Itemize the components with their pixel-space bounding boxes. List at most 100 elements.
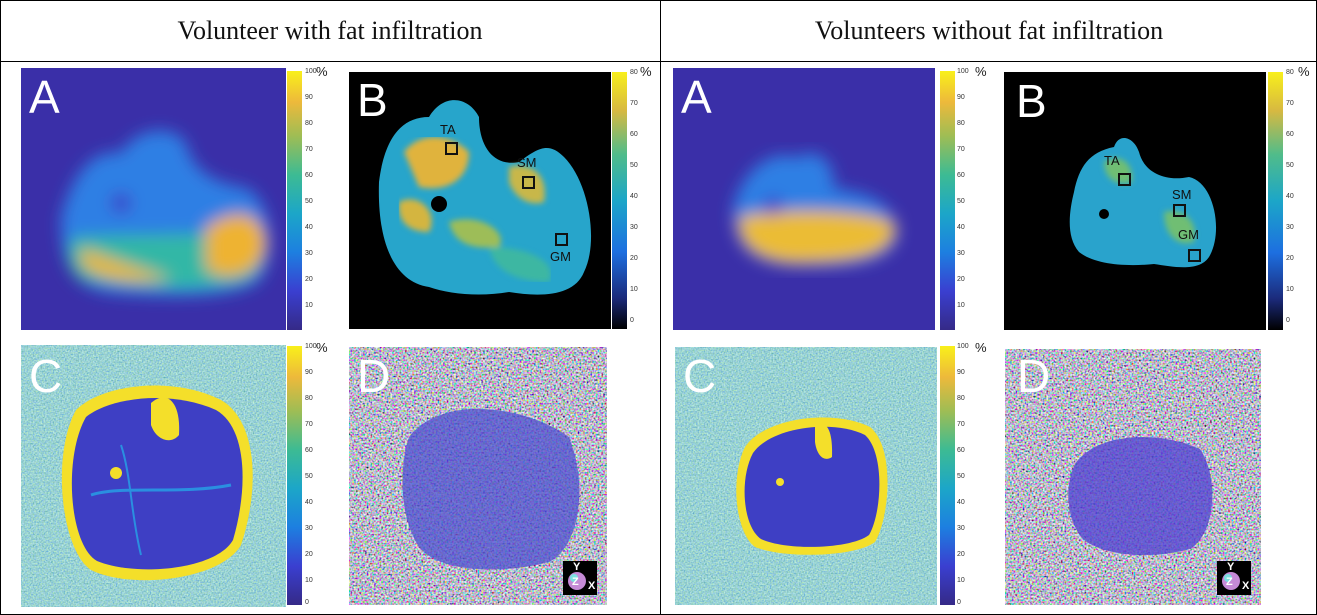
tick: 80 xyxy=(305,120,313,127)
tick: 70 xyxy=(957,146,965,153)
tick: 10 xyxy=(305,302,313,309)
tick: 10 xyxy=(957,302,965,309)
tick: 40 xyxy=(957,499,965,506)
right-b-colorbar xyxy=(1268,72,1283,330)
tick: 40 xyxy=(1286,193,1294,200)
roi-label-ta: TA xyxy=(440,122,456,137)
tick: 50 xyxy=(305,198,313,205)
tick: 20 xyxy=(305,551,313,558)
tick: 30 xyxy=(957,250,965,257)
tick: 60 xyxy=(305,447,313,454)
tick: 0 xyxy=(957,599,961,606)
orientation-axis-icon-right: Y Z X xyxy=(1217,561,1251,595)
roi-ta-right xyxy=(1118,173,1131,186)
tick: 50 xyxy=(1286,162,1294,169)
tick: 40 xyxy=(305,224,313,231)
tick: 50 xyxy=(630,162,638,169)
panel-letter-a-right: A xyxy=(681,71,712,123)
left-panel-c-water-fat-map: C xyxy=(21,345,286,607)
tick: 70 xyxy=(305,421,313,428)
axis-label-z-right: Z xyxy=(1226,576,1233,588)
axis-label-x-right: X xyxy=(1242,580,1250,592)
left-b-unit: % xyxy=(640,64,652,79)
roi-sm-right xyxy=(1173,204,1186,217)
tick: 80 xyxy=(630,69,638,76)
tick: 30 xyxy=(305,250,313,257)
tick: 70 xyxy=(957,421,965,428)
right-b-unit: % xyxy=(1298,64,1310,79)
tick: 100 xyxy=(957,68,969,75)
tick: 20 xyxy=(957,276,965,283)
panel-letter-b: B xyxy=(357,74,388,126)
tick: 60 xyxy=(630,131,638,138)
panel-letter-b-right: B xyxy=(1016,75,1047,127)
column-divider xyxy=(660,0,661,615)
tick: 10 xyxy=(305,577,313,584)
right-panel-c-water-fat-map: C xyxy=(675,347,937,605)
tick: 80 xyxy=(957,395,965,402)
axis-label-y: Y xyxy=(573,561,581,573)
tick: 30 xyxy=(1286,224,1294,231)
tick: 80 xyxy=(957,120,965,127)
right-panel-d-direction-map: D Y Z X xyxy=(1005,349,1261,605)
roi-label-ta-right: TA xyxy=(1104,153,1120,168)
left-panel-a-fat-map: A xyxy=(21,68,286,330)
tick: 0 xyxy=(1286,317,1290,324)
tick: 0 xyxy=(630,317,634,324)
panel-letter-c: C xyxy=(29,350,63,402)
tick: 100 xyxy=(305,343,317,350)
roi-gm xyxy=(555,233,568,246)
tick: 10 xyxy=(1286,286,1294,293)
tick: 100 xyxy=(957,343,969,350)
tick: 10 xyxy=(630,286,638,293)
left-c-unit: % xyxy=(316,340,328,355)
roi-label-gm-right: GM xyxy=(1178,227,1199,242)
axis-label-y-right: Y xyxy=(1227,561,1235,573)
roi-sm xyxy=(522,176,535,189)
tick: 20 xyxy=(957,551,965,558)
tick: 90 xyxy=(957,369,965,376)
tick: 50 xyxy=(957,198,965,205)
axis-label-x: X xyxy=(588,580,596,592)
tick: 40 xyxy=(305,499,313,506)
left-title: Volunteer with fat infiltration xyxy=(0,0,660,62)
tick: 100 xyxy=(305,68,317,75)
roi-gm-right xyxy=(1188,249,1201,262)
roi-label-gm: GM xyxy=(550,249,571,264)
panel-letter-d-right: D xyxy=(1017,350,1051,402)
panel-letter-c-right: C xyxy=(683,350,717,402)
right-a-colorbar xyxy=(940,71,955,330)
right-panel-a-fat-map: A xyxy=(673,68,935,330)
tick: 30 xyxy=(305,525,313,532)
panel-letter-a: A xyxy=(29,71,60,123)
tick: 70 xyxy=(305,146,313,153)
tick: 20 xyxy=(1286,255,1294,262)
tick: 0 xyxy=(305,599,309,606)
roi-label-sm: SM xyxy=(517,155,537,170)
left-a-colorbar xyxy=(287,71,302,330)
left-panel-b-fat-map: B TA SM GM xyxy=(349,72,611,329)
left-b-colorbar xyxy=(612,72,627,329)
tick: 40 xyxy=(957,224,965,231)
roi-ta xyxy=(445,142,458,155)
tick: 90 xyxy=(305,369,313,376)
roi-label-sm-right: SM xyxy=(1172,187,1192,202)
left-a-unit: % xyxy=(316,64,328,79)
tick: 60 xyxy=(305,172,313,179)
tick: 90 xyxy=(957,94,965,101)
right-panel-b-fat-map: B TA SM GM xyxy=(1004,72,1266,330)
tick: 40 xyxy=(630,193,638,200)
right-a-unit: % xyxy=(975,64,987,79)
tick: 70 xyxy=(1286,100,1294,107)
tick: 80 xyxy=(305,395,313,402)
panel-letter-d: D xyxy=(357,350,391,402)
right-c-unit: % xyxy=(975,340,987,355)
tick: 60 xyxy=(957,172,965,179)
tick: 70 xyxy=(630,100,638,107)
tick: 50 xyxy=(305,473,313,480)
orientation-axis-icon: Y Z X xyxy=(563,561,597,595)
axis-label-z: Z xyxy=(572,576,579,588)
right-c-colorbar xyxy=(940,346,955,605)
tick: 90 xyxy=(305,94,313,101)
tick: 60 xyxy=(957,447,965,454)
